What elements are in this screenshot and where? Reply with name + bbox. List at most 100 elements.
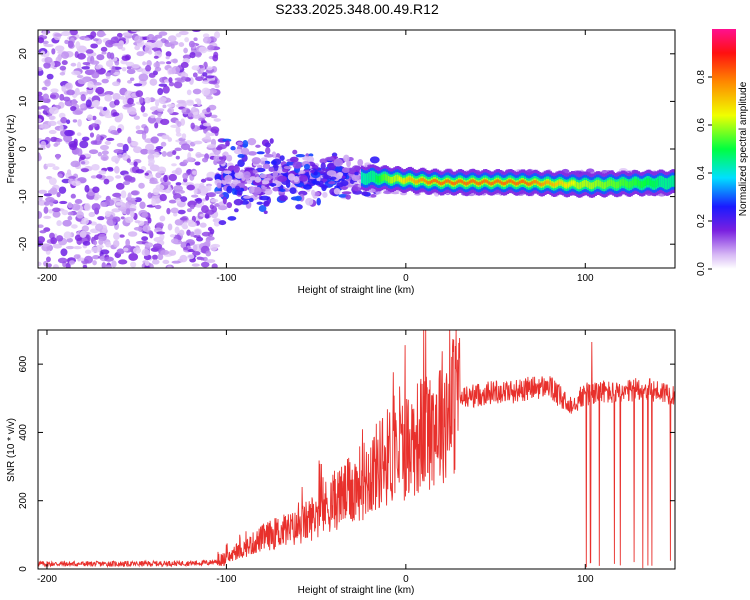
- noise-blob: [39, 230, 47, 234]
- noise-blob: [195, 203, 203, 208]
- noise-blob: [154, 34, 163, 39]
- signal-blob: [361, 191, 368, 196]
- noise-blob: [142, 225, 151, 233]
- noise-blob: [200, 261, 210, 268]
- noise-blob: [192, 244, 198, 252]
- ridge-segment: [393, 175, 396, 183]
- noise-blob: [114, 60, 120, 66]
- ridge-segment: [538, 182, 542, 186]
- ridge-segment: [430, 179, 434, 184]
- noise-blob: [171, 67, 176, 75]
- ridge-segment: [465, 182, 468, 186]
- ridge-segment: [637, 179, 640, 187]
- noise-blob: [183, 47, 188, 54]
- noise-blob: [204, 209, 215, 215]
- noise-blob: [80, 168, 90, 173]
- ridge-segment: [418, 179, 422, 183]
- noise-blob: [106, 51, 112, 59]
- ridge-segment: [373, 171, 377, 183]
- noise-blob: [87, 80, 94, 89]
- noise-blob: [161, 134, 170, 140]
- noise-blob: [155, 40, 163, 49]
- noise-blob: [201, 157, 209, 163]
- noise-blob: [206, 107, 211, 113]
- noise-blob: [91, 71, 100, 79]
- ridge-segment: [441, 181, 445, 186]
- noise-blob: [154, 204, 162, 210]
- ridge-segment: [640, 181, 644, 188]
- signal-blob: [217, 205, 228, 211]
- ridge-segment: [382, 173, 386, 181]
- noise-blob: [54, 45, 65, 52]
- noise-blob: [115, 201, 123, 206]
- noise-blob: [56, 138, 63, 143]
- noise-blob: [126, 68, 136, 75]
- noise-blob: [47, 120, 57, 127]
- noise-blob: [116, 248, 125, 255]
- ridge-segment: [526, 181, 529, 186]
- ridge-segment: [585, 180, 588, 187]
- noise-blob: [96, 174, 103, 179]
- noise-blob: [159, 193, 167, 202]
- noise-blob: [44, 56, 53, 64]
- noise-blob: [84, 249, 92, 255]
- signal-blob: [249, 176, 256, 181]
- noise-blob: [52, 210, 61, 218]
- ridge-segment: [389, 176, 393, 184]
- noise-blob: [191, 65, 200, 71]
- signal-blob: [320, 162, 326, 170]
- noise-blob: [105, 241, 112, 248]
- noise-blob: [40, 140, 47, 148]
- noise-blob: [66, 237, 74, 243]
- noise-blob: [165, 55, 170, 60]
- ridge-segment: [540, 182, 544, 187]
- signal-blob: [237, 154, 245, 158]
- noise-blob: [180, 76, 187, 81]
- noise-blob: [157, 87, 164, 96]
- noise-blob: [186, 208, 192, 213]
- noise-blob: [118, 112, 124, 121]
- signal-blob: [302, 184, 312, 190]
- noise-blob: [195, 76, 204, 82]
- signal-blob: [237, 190, 243, 196]
- signal-blob: [328, 181, 336, 185]
- signal-blob: [226, 154, 233, 162]
- ridge-segment: [560, 180, 563, 185]
- noise-blob: [142, 112, 148, 118]
- noise-blob: [43, 193, 53, 197]
- ridge-segment: [486, 180, 490, 184]
- noise-blob: [206, 171, 216, 180]
- ridge-segment: [474, 180, 477, 184]
- signal-blob: [254, 176, 262, 183]
- noise-blob: [67, 40, 74, 48]
- noise-blob: [97, 216, 105, 221]
- noise-blob: [166, 151, 174, 157]
- ridge-segment: [527, 182, 531, 186]
- ridge-segment: [608, 179, 612, 187]
- noise-blob: [152, 187, 160, 196]
- noise-blob: [93, 38, 99, 42]
- noise-blob: [157, 253, 164, 261]
- top-x-axis-label: Height of straight line (km): [298, 285, 415, 296]
- signal-blob: [316, 197, 321, 206]
- noise-blob: [76, 210, 84, 219]
- ridge-segment: [475, 181, 479, 185]
- noise-blob: [95, 89, 104, 94]
- ridge-segment: [513, 181, 517, 185]
- y-tick-label: 600: [18, 355, 29, 372]
- noise-blob: [170, 43, 175, 49]
- ridge-segment: [395, 174, 398, 182]
- noise-blob: [177, 209, 186, 215]
- ridge-segment: [456, 180, 459, 184]
- noise-blob: [156, 108, 165, 112]
- signal-blob: [259, 195, 270, 201]
- noise-blob: [85, 99, 92, 108]
- ridge-segment: [454, 181, 457, 186]
- y-tick-label: 20: [18, 48, 29, 60]
- noise-blob: [144, 265, 150, 268]
- noise-blob: [184, 37, 190, 43]
- ridge-segment: [371, 170, 375, 182]
- noise-blob: [136, 51, 145, 57]
- noise-blob: [38, 106, 44, 110]
- noise-blob: [112, 81, 121, 87]
